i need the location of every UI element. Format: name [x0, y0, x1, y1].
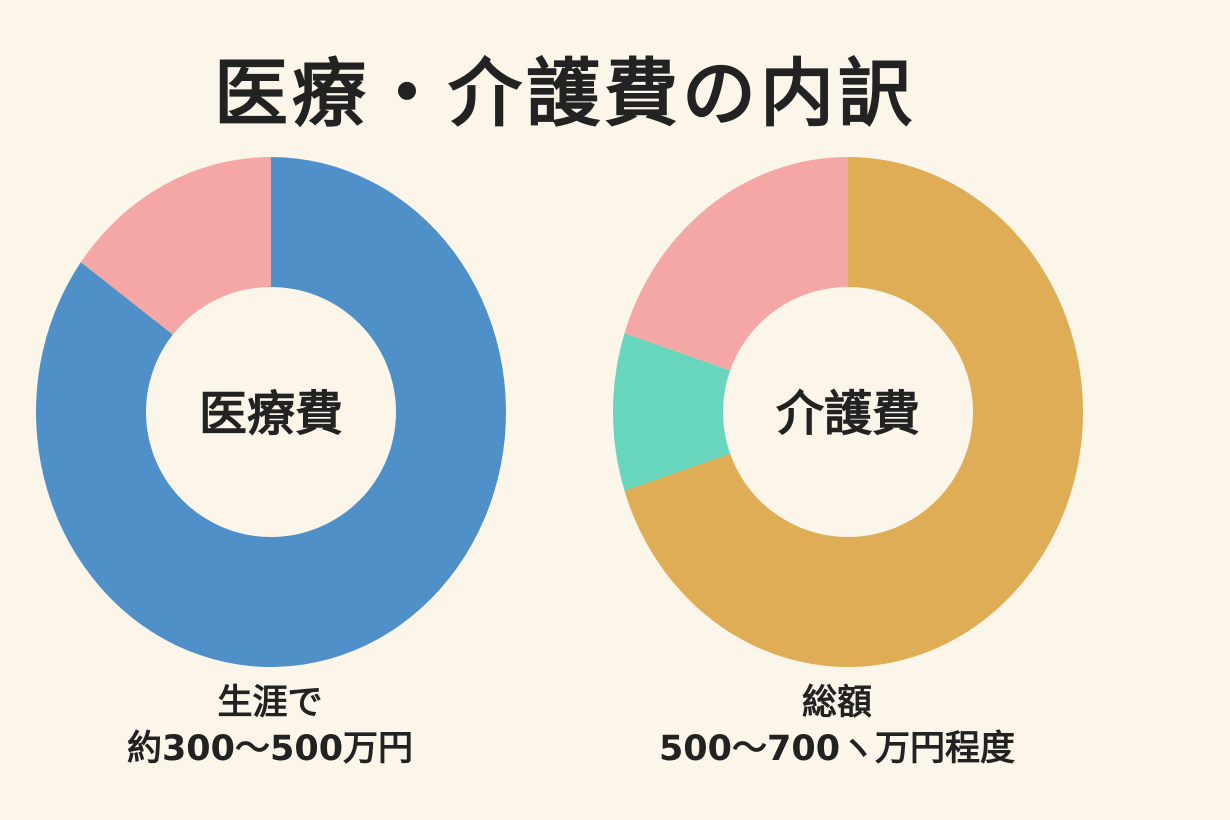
- medical-cost-center-label: 医療費: [199, 386, 343, 442]
- medical-cost-caption-line2: 約300〜500万円: [126, 729, 414, 769]
- donut-hole: [723, 287, 973, 537]
- medical-cost-caption: 生涯で 約300〜500万円: [0, 680, 550, 772]
- care-cost-donut-chart: 介護費: [612, 155, 1084, 670]
- medical-cost-caption-line1: 生涯で: [217, 683, 323, 723]
- medical-cost-donut-svg: 医療費: [35, 157, 506, 667]
- care-cost-caption-line1: 総額: [801, 683, 872, 723]
- care-cost-caption-line2: 500〜700ヽ万円程度: [658, 729, 1016, 769]
- page-title: 医療・介護費の内訳: [214, 51, 916, 137]
- care-cost-donut-svg: 介護費: [612, 157, 1083, 667]
- care-cost-center-label: 介護費: [776, 386, 920, 442]
- care-cost-caption: 総額 500〜700ヽ万円程度: [557, 680, 1117, 772]
- donut-hole: [146, 287, 396, 537]
- medical-cost-donut-chart: 医療費: [35, 155, 507, 670]
